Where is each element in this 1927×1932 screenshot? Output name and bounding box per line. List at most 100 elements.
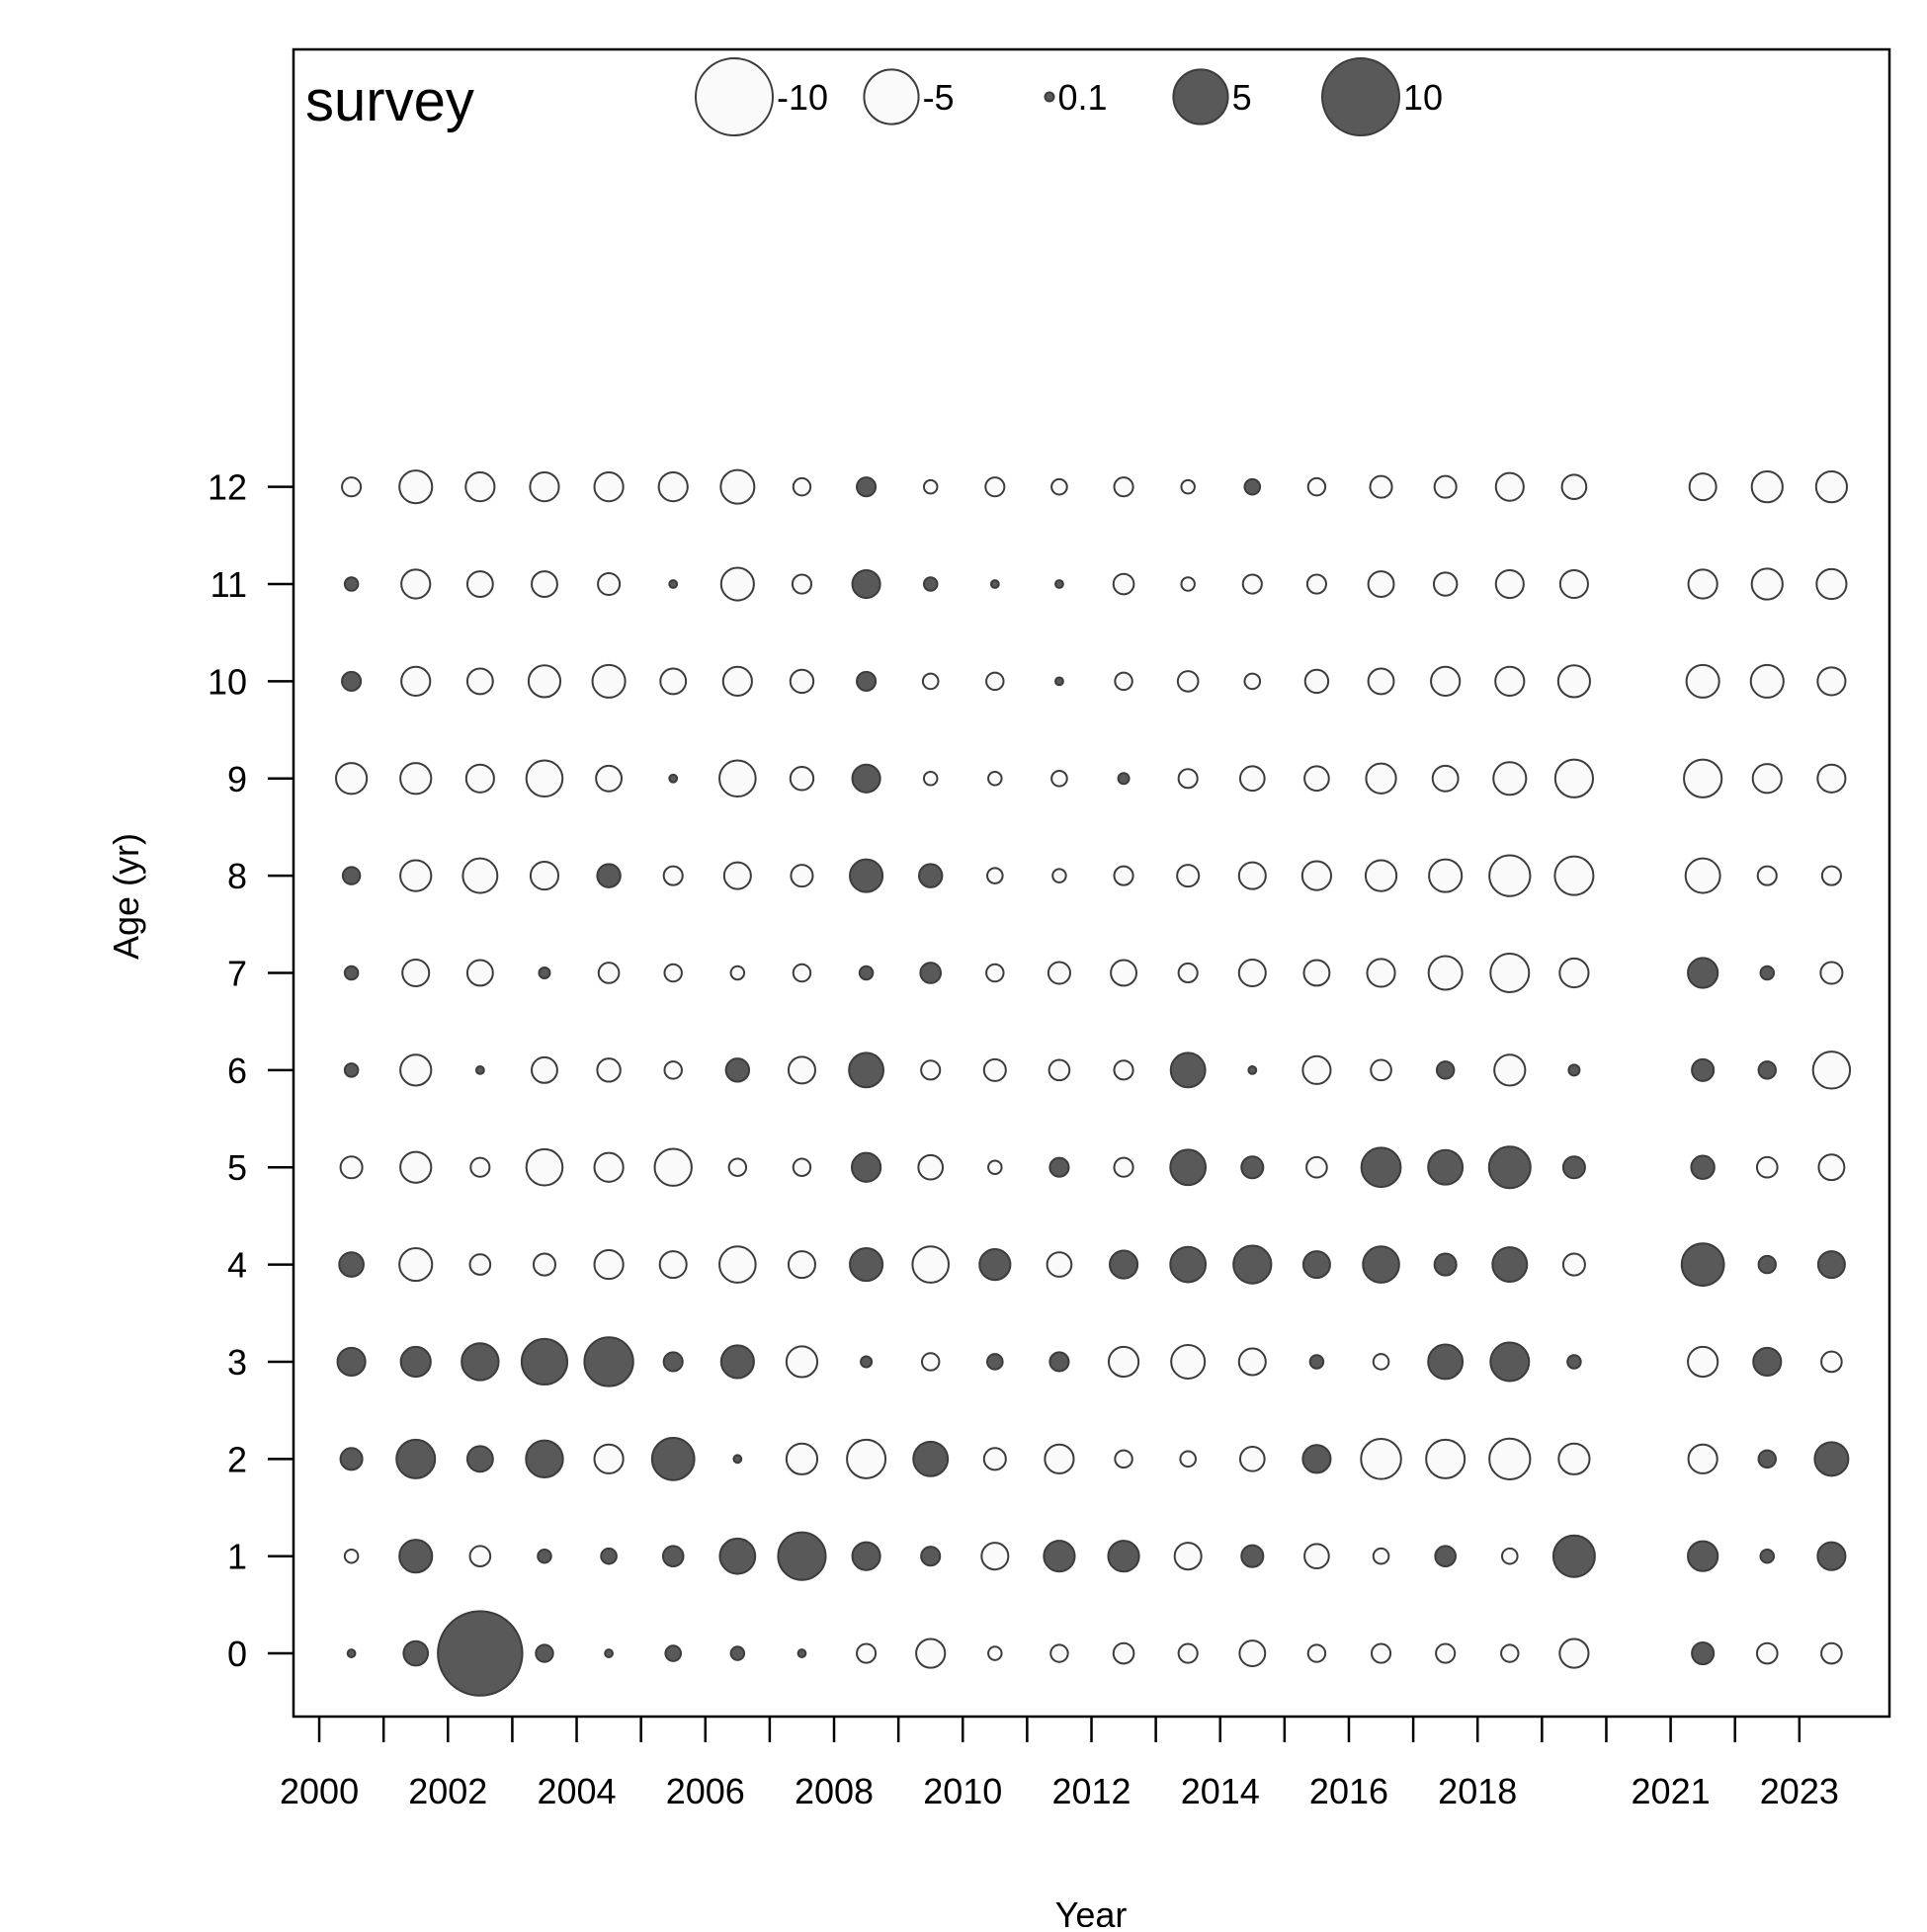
legend-bubble: [695, 57, 774, 136]
bubble: [919, 962, 943, 984]
bubble: [593, 1248, 625, 1281]
bubble: [851, 763, 881, 794]
chart-title: survey: [305, 69, 474, 133]
bubble: [1755, 1641, 1779, 1665]
bubble: [1432, 571, 1459, 597]
y-tick-label: 3: [227, 1342, 247, 1383]
bubble: [1816, 1541, 1847, 1571]
bubble: [1303, 1543, 1330, 1570]
bubble: [1690, 1154, 1716, 1180]
legend-label: 10: [1403, 77, 1443, 118]
bubble: [790, 864, 814, 888]
bubble: [1759, 1548, 1776, 1564]
bubble: [591, 663, 627, 699]
bubble: [1487, 1145, 1532, 1190]
bubble: [346, 1648, 357, 1658]
bubble: [1428, 858, 1464, 893]
bubble: [1169, 1148, 1208, 1187]
bubble: [1051, 868, 1067, 883]
bubble: [465, 570, 494, 598]
bubble: [792, 476, 812, 497]
bubble: [985, 963, 1005, 983]
bubble: [1048, 1351, 1070, 1373]
bubble: [1685, 663, 1720, 699]
bubble: [1759, 965, 1776, 981]
bubble: [600, 1547, 618, 1565]
bubble: [595, 764, 624, 793]
bubble: [469, 1156, 491, 1178]
bubble: [1048, 1156, 1070, 1178]
bubble: [1430, 665, 1462, 697]
bubble: [1305, 1155, 1328, 1179]
bubble: [1113, 1156, 1134, 1178]
bubble: [1816, 1250, 1846, 1280]
y-tick-label: 10: [208, 661, 247, 702]
legend-label: 5: [1232, 77, 1252, 118]
bubble: [1180, 478, 1196, 495]
bubble: [792, 1157, 812, 1177]
bubble: [1237, 1347, 1267, 1377]
bubble: [1241, 573, 1263, 595]
bubble: [985, 671, 1005, 692]
bubble: [851, 568, 881, 600]
bubble: [858, 965, 875, 981]
bubble: [1173, 1542, 1203, 1571]
bubble: [986, 1353, 1004, 1371]
bubble: [1756, 865, 1778, 886]
bubble: [922, 576, 939, 592]
y-tick-label: 7: [227, 953, 247, 993]
y-tick-label: 8: [227, 856, 247, 896]
x-tick-label: 2016: [1309, 1771, 1388, 1811]
bubble: [1110, 959, 1137, 987]
bubble: [341, 670, 363, 692]
bubble: [796, 1648, 807, 1658]
bubble: [1054, 676, 1064, 687]
bubble: [1112, 572, 1135, 596]
bubble: [1493, 1053, 1527, 1087]
x-tick-label: 2002: [408, 1771, 487, 1811]
bubble: [982, 1057, 1007, 1082]
bubble: [1500, 1547, 1519, 1565]
x-tick-label: 2010: [923, 1771, 1002, 1811]
bubble: [464, 763, 495, 794]
bubble: [1370, 1642, 1392, 1664]
bubble: [338, 1251, 365, 1278]
bubble: [1112, 1641, 1135, 1665]
bubble: [1360, 1146, 1402, 1189]
bubble: [1500, 1643, 1520, 1663]
bubble: [920, 1352, 941, 1372]
bubble: [398, 1247, 434, 1283]
bubble: [1372, 1353, 1390, 1371]
bubble: [1360, 1438, 1402, 1480]
bubble: [400, 568, 432, 600]
bubble: [724, 1057, 751, 1083]
bubble: [1494, 568, 1525, 600]
bubble: [1427, 955, 1464, 991]
x-tick-label: 2000: [280, 1771, 359, 1811]
bubble: [789, 766, 815, 792]
y-tick-label: 5: [227, 1147, 247, 1188]
bubble: [538, 966, 551, 980]
bubble: [1757, 1060, 1777, 1080]
bubble: [921, 672, 940, 691]
bubble: [663, 1060, 683, 1080]
bubble: [1114, 1449, 1133, 1470]
bubble: [583, 1336, 634, 1387]
bubble: [402, 1639, 430, 1667]
x-tick-label: 2012: [1051, 1771, 1131, 1811]
bubble: [1435, 1642, 1457, 1664]
bubble: [1566, 1354, 1582, 1370]
bubble: [986, 867, 1004, 884]
bubble: [1240, 1155, 1265, 1180]
bubble: [1553, 758, 1595, 798]
bubble: [856, 476, 878, 498]
bubble: [1492, 761, 1528, 797]
bubble: [1050, 769, 1068, 788]
bubble: [1044, 1443, 1075, 1474]
legend-bubble: [1044, 91, 1055, 103]
y-tick-label: 11: [210, 564, 247, 605]
bubble: [777, 1531, 827, 1581]
bubble: [1169, 1051, 1207, 1089]
bubble: [1752, 1346, 1783, 1378]
x-tick-label: 2023: [1760, 1771, 1839, 1811]
